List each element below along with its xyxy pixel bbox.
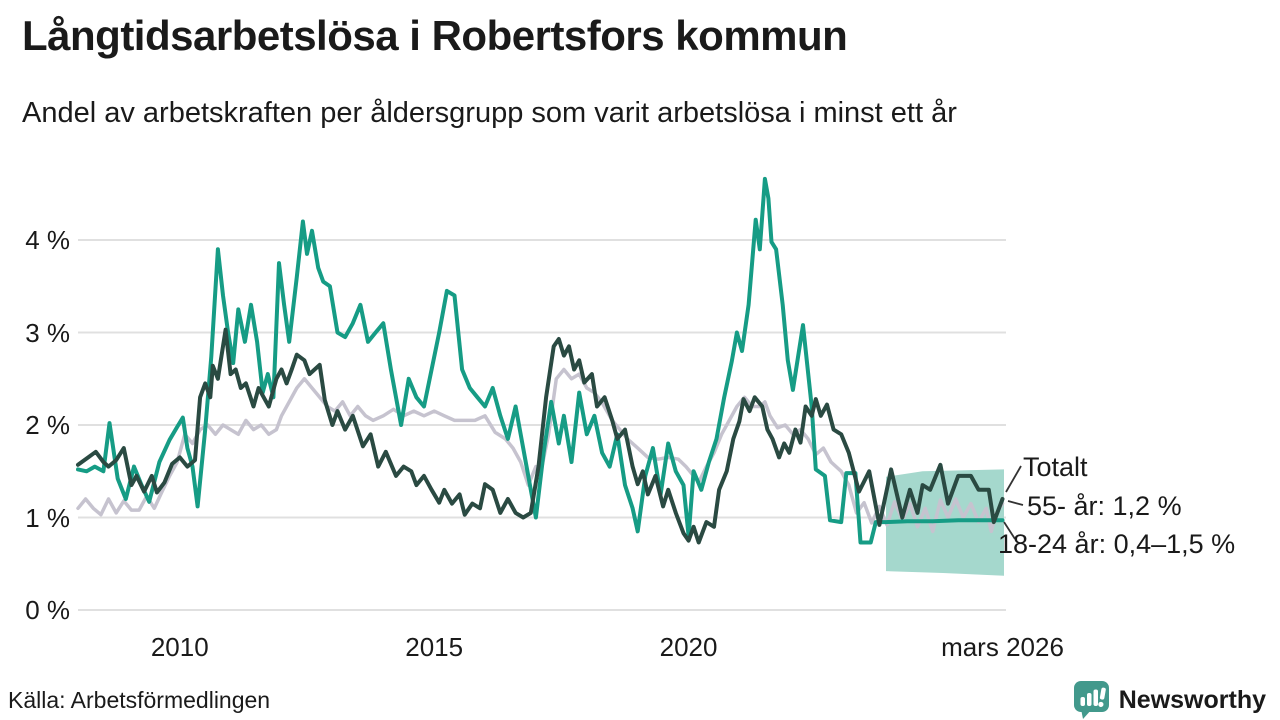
series-line-55-r	[76, 327, 1005, 545]
page-title: Långtidsarbetslösa i Robertsfors kommun	[22, 12, 848, 59]
x-tick-label: 2010	[150, 632, 209, 662]
connector-55	[1007, 500, 1024, 506]
y-tick-label: 1 %	[25, 502, 70, 533]
series-line-18-24-r	[76, 176, 1005, 545]
newsworthy-brand: Newsworthy	[1073, 680, 1266, 720]
newsworthy-logo-icon	[1073, 681, 1109, 719]
connector-totalt	[1005, 465, 1022, 493]
annotation-connectors	[1003, 465, 1024, 540]
x-tick-label: 2020	[659, 632, 718, 662]
label-series-totalt: Totalt	[1023, 452, 1088, 482]
label-series-18-24-ar: 18-24 år: 0,4–1,5 %	[998, 529, 1236, 559]
source-credit: Källa: Arbetsförmedlingen	[8, 687, 271, 713]
connector-1824	[1003, 521, 1016, 540]
y-tick-label: 0 %	[25, 595, 70, 625]
x-tick-label: 2015	[405, 632, 464, 662]
chart-series	[76, 176, 1005, 545]
y-tick-label: 2 %	[25, 410, 70, 440]
y-tick-label: 4 %	[25, 225, 70, 255]
x-tick-label: mars 2026	[941, 632, 1064, 662]
newsworthy-brand-text: Newsworthy	[1118, 685, 1266, 714]
label-series-55-ar: 55- år: 1,2 %	[1027, 491, 1182, 521]
page-subtitle: Andel av arbetskraften per åldersgrupp s…	[22, 97, 957, 129]
y-tick-label: 3 %	[25, 317, 70, 348]
